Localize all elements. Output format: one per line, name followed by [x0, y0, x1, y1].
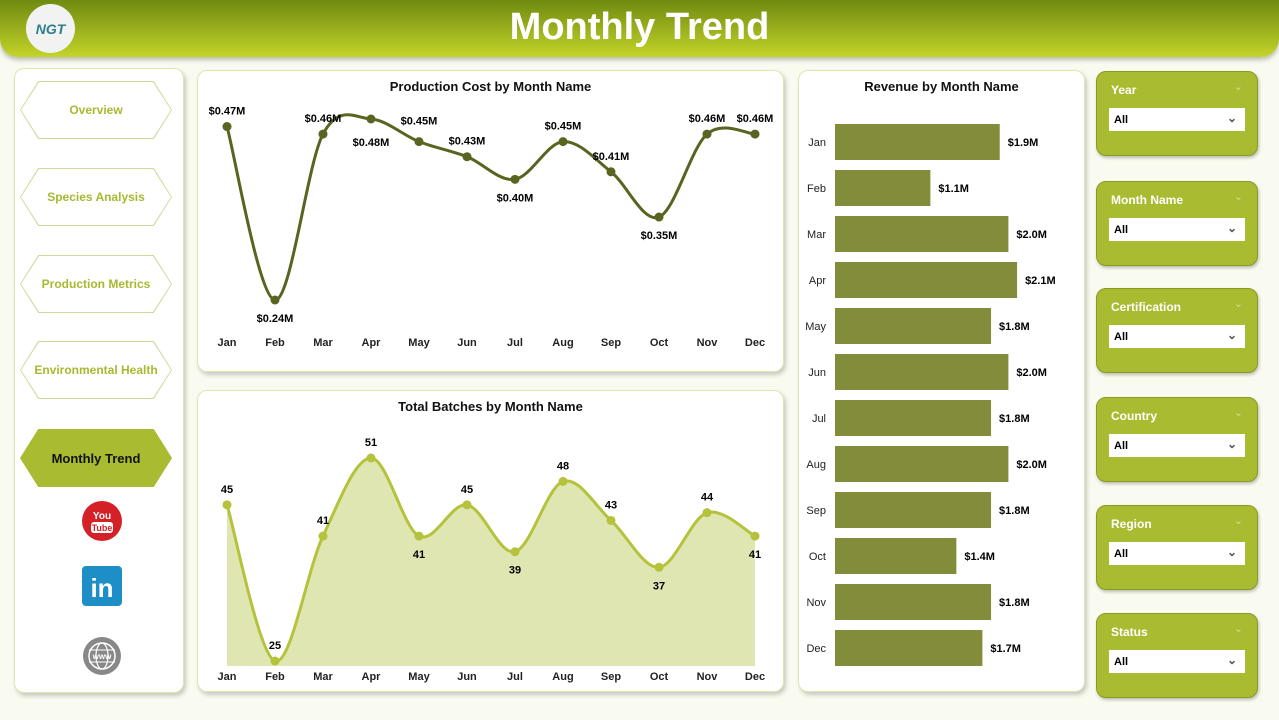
chevron-down-icon[interactable]: ⌄ — [1233, 515, 1243, 527]
svg-text:Tube: Tube — [92, 523, 113, 533]
chevron-down-icon: ⌄ — [1226, 437, 1237, 451]
chevron-down-icon[interactable]: ⌄ — [1233, 191, 1243, 203]
nav-production-metrics[interactable]: Production Metrics — [20, 255, 172, 313]
chevron-down-icon[interactable]: ⌄ — [1233, 623, 1243, 635]
filter-region: Region ⌄ All ⌄ — [1096, 505, 1258, 590]
filter-value: All — [1114, 331, 1129, 343]
total-batches-chart: Total Batches by Month Name — [197, 390, 784, 692]
filter-country: Country ⌄ All ⌄ — [1096, 397, 1258, 482]
svg-text:You: You — [93, 511, 111, 522]
nav-label: Overview — [21, 82, 171, 138]
production-cost-chart: Production Cost by Month Name — [197, 70, 784, 372]
chevron-down-icon: ⌄ — [1226, 221, 1237, 235]
filter-value: All — [1114, 114, 1129, 126]
linkedin-icon[interactable]: in — [82, 566, 122, 606]
chart-title: Production Cost by Month Name — [389, 79, 592, 94]
filter-dropdown[interactable]: All ⌄ — [1109, 542, 1245, 565]
filter-panel — [1093, 68, 1261, 698]
page-title: Monthly Trend — [509, 6, 770, 48]
svg-text:www: www — [92, 652, 112, 661]
filter-label: Year — [1111, 83, 1137, 97]
filter-label: Country — [1111, 409, 1157, 423]
chevron-down-icon[interactable]: ⌄ — [1233, 298, 1243, 310]
filter-value: All — [1114, 548, 1129, 560]
filter-dropdown[interactable]: All ⌄ — [1109, 325, 1245, 348]
chart-title: Revenue by Month Name — [864, 79, 1019, 94]
company-logo: NGT — [26, 4, 75, 53]
nav-label: Species Analysis — [21, 169, 171, 225]
filter-label: Certification — [1111, 300, 1182, 314]
nav-species-analysis[interactable]: Species Analysis — [20, 168, 172, 226]
chevron-down-icon: ⌄ — [1226, 653, 1237, 667]
filter-label: Month Name — [1111, 193, 1183, 207]
chevron-down-icon: ⌄ — [1226, 328, 1237, 342]
filter-dropdown[interactable]: All ⌄ — [1109, 108, 1245, 131]
filter-value: All — [1114, 224, 1129, 236]
nav-overview[interactable]: Overview — [20, 81, 172, 139]
chevron-down-icon: ⌄ — [1226, 111, 1237, 125]
nav-label: Environmental Health — [21, 342, 171, 398]
nav-label: Production Metrics — [21, 256, 171, 312]
filter-dropdown[interactable]: All ⌄ — [1109, 650, 1245, 673]
filter-year: Year ⌄ All ⌄ — [1096, 71, 1258, 156]
chevron-down-icon: ⌄ — [1226, 545, 1237, 559]
chevron-down-icon[interactable]: ⌄ — [1233, 81, 1243, 93]
filter-dropdown[interactable]: All ⌄ — [1109, 434, 1245, 457]
filter-certification: Certification ⌄ All ⌄ — [1096, 288, 1258, 373]
filter-status: Status ⌄ All ⌄ — [1096, 613, 1258, 698]
nav-label: Monthly Trend — [21, 430, 171, 486]
filter-label: Region — [1111, 517, 1152, 531]
revenue-chart: Revenue by Month Name — [798, 70, 1085, 692]
filter-dropdown[interactable]: All ⌄ — [1109, 218, 1245, 241]
chart-title: Total Batches by Month Name — [398, 399, 583, 414]
chevron-down-icon[interactable]: ⌄ — [1233, 407, 1243, 419]
youtube-icon[interactable]: You Tube — [82, 501, 122, 541]
filter-value: All — [1114, 656, 1129, 668]
filter-value: All — [1114, 440, 1129, 452]
svg-text:in: in — [90, 573, 113, 603]
nav-monthly-trend[interactable]: Monthly Trend — [20, 429, 172, 487]
header: NGT Monthly Trend — [0, 0, 1279, 57]
globe-icon[interactable]: www — [82, 636, 122, 676]
filter-month-name: Month Name ⌄ All ⌄ — [1096, 181, 1258, 266]
filter-label: Status — [1111, 625, 1148, 639]
nav-environmental-health[interactable]: Environmental Health — [20, 341, 172, 399]
